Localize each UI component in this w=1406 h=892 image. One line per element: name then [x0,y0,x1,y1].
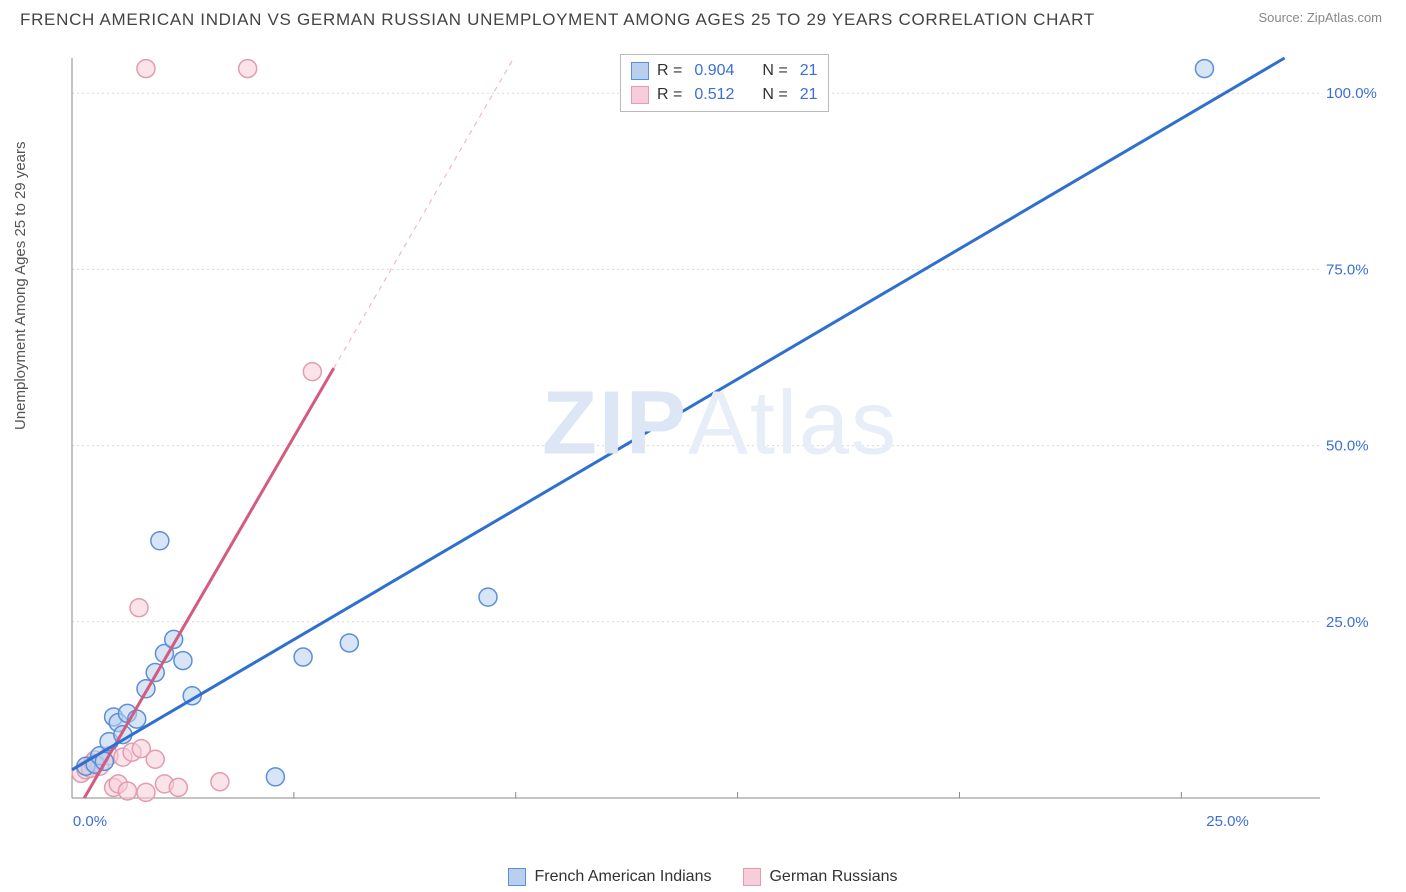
legend-swatch [743,868,761,886]
plot-area: 25.0%50.0%75.0%100.0%0.0%25.0% ZIPAtlas … [60,50,1380,830]
scatter-point [1195,60,1213,78]
legend-swatch [631,62,649,80]
n-value: 21 [800,59,818,83]
n-label: N = [762,59,787,83]
scatter-point [174,652,192,670]
series-legend: French American Indians German Russians [0,868,1406,886]
chart-title: FRENCH AMERICAN INDIAN VS GERMAN RUSSIAN… [20,10,1095,30]
correlation-legend-row: R = 0.904 N = 21 [631,59,818,83]
r-value: 0.904 [694,59,734,83]
legend-label: German Russians [769,868,897,886]
x-tick-label: 0.0% [73,813,107,830]
scatter-point [151,532,169,550]
n-value: 21 [800,83,818,107]
legend-item: German Russians [743,868,897,886]
trend-line [84,368,334,798]
correlation-legend: R = 0.904 N = 21 R = 0.512 N = 21 [620,54,829,112]
scatter-point [118,782,136,800]
source-label: Source: ZipAtlas.com [1258,10,1382,25]
scatter-point [239,60,257,78]
chart-svg: 25.0% 50.0% 75.0% 100.0% 0.0% 25.0% [60,50,1380,830]
r-label: R = [657,59,682,83]
scatter-point [137,60,155,78]
scatter-point [303,363,321,381]
y-tick-label: 25.0% [1326,614,1369,631]
legend-label: French American Indians [534,868,711,886]
y-tick-label: 100.0% [1326,85,1377,102]
r-value: 0.512 [694,83,734,107]
legend-item: French American Indians [508,868,711,886]
legend-swatch [508,868,526,886]
y-tick-label: 50.0% [1326,438,1369,455]
n-label: N = [762,83,787,107]
y-axis-label: Unemployment Among Ages 25 to 29 years [12,141,29,430]
scatter-point [146,750,164,768]
x-tick-label: 25.0% [1206,813,1249,830]
trend-line [72,58,1285,770]
correlation-legend-row: R = 0.512 N = 21 [631,83,818,107]
scatter-point [479,588,497,606]
trend-line-dash [334,58,514,368]
r-label: R = [657,83,682,107]
legend-swatch [631,86,649,104]
scatter-point [294,648,312,666]
scatter-point [169,778,187,796]
scatter-point [137,783,155,801]
scatter-point [130,599,148,617]
y-tick-label: 75.0% [1326,261,1369,278]
scatter-point [211,773,229,791]
scatter-point [266,768,284,786]
scatter-point [340,634,358,652]
